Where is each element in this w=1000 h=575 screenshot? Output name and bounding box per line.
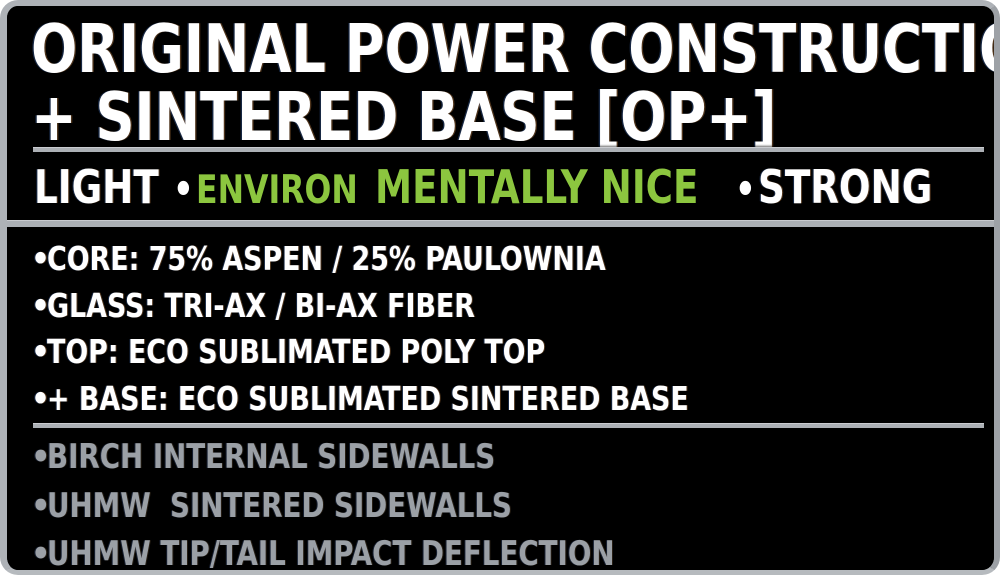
list-item-label: UHMW SINTERED SIDEWALLS	[47, 485, 513, 526]
tagline-light: LIGHT	[34, 160, 159, 214]
tagline-separator-dot-2: •	[734, 167, 756, 213]
divider-below-title	[33, 147, 984, 152]
list-item: •TOP: ECO SUBLIMATED POLY TOP	[31, 329, 756, 376]
bullet-icon: •	[31, 285, 50, 325]
spec-card-inner-panel: ORIGINAL POWER CONSTRUCTION + SINTERED B…	[7, 6, 994, 570]
list-item: •BIRCH INTERNAL SIDEWALLS	[31, 433, 674, 482]
tagline-strong: STRONG	[757, 160, 933, 214]
list-item-label: TOP: ECO SUBLIMATED POLY TOP	[47, 332, 546, 371]
list-item-label: GLASS: TRI-AX / BI-AX FIBER	[47, 285, 475, 325]
product-title-line-2: + SINTERED BASE [OP+]	[31, 78, 777, 156]
tagline-environ: ENVIRON	[195, 168, 358, 213]
secondary-spec-list: •BIRCH INTERNAL SIDEWALLS •UHMW SINTERED…	[31, 433, 674, 574]
divider-above-secondary-specs	[33, 423, 984, 428]
tagline-separator-dot-1: •	[172, 167, 194, 213]
bullet-icon: •	[31, 378, 50, 418]
list-item: •GLASS: TRI-AX / BI-AX FIBER	[31, 283, 756, 330]
tagline: LIGHT •ENVIRON MENTALLY NICE •STRONG	[34, 164, 951, 214]
list-item: •UHMW TIP/TAIL IMPACT DEFLECTION	[31, 530, 674, 574]
list-item-label: + BASE: ECO SUBLIMATED SINTERED BASE	[47, 378, 689, 418]
list-item: •CORE: 75% ASPEN / 25% PAULOWNIA	[31, 236, 756, 283]
bullet-icon: •	[31, 485, 51, 526]
list-item-label: CORE: 75% ASPEN / 25% PAULOWNIA	[47, 239, 606, 278]
bullet-icon: •	[31, 332, 50, 371]
primary-spec-list: •CORE: 75% ASPEN / 25% PAULOWNIA •GLASS:…	[31, 236, 756, 422]
product-title-line-1: ORIGINAL POWER CONSTRUCTION	[31, 10, 1000, 88]
bullet-icon: •	[31, 534, 51, 574]
list-item: •+ BASE: ECO SUBLIMATED SINTERED BASE	[31, 376, 756, 423]
list-item-label: UHMW TIP/TAIL IMPACT DEFLECTION	[47, 534, 615, 574]
bullet-icon: •	[31, 437, 51, 477]
list-item-label: BIRCH INTERNAL SIDEWALLS	[47, 437, 496, 477]
product-title: ORIGINAL POWER CONSTRUCTION + SINTERED B…	[31, 10, 1000, 156]
divider-below-tagline	[7, 220, 994, 227]
list-item: •UHMW SINTERED SIDEWALLS	[31, 482, 674, 531]
bullet-icon: •	[31, 239, 50, 278]
tagline-mentally-nice: MENTALLY NICE	[375, 160, 699, 214]
